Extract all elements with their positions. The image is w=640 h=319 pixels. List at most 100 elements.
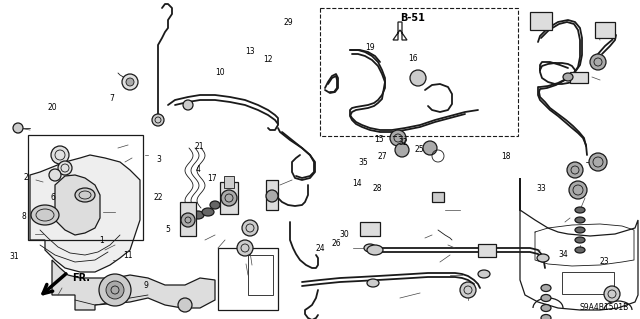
- Ellipse shape: [210, 201, 220, 209]
- Text: 26: 26: [331, 239, 341, 248]
- Ellipse shape: [575, 207, 585, 213]
- Text: 34: 34: [558, 250, 568, 259]
- Bar: [562, 272, 614, 294]
- Circle shape: [237, 240, 253, 256]
- Text: 3: 3: [156, 155, 161, 164]
- Polygon shape: [393, 22, 407, 40]
- Text: 4: 4: [196, 165, 201, 174]
- Circle shape: [13, 123, 23, 133]
- Circle shape: [99, 274, 131, 306]
- Text: 19: 19: [365, 43, 375, 52]
- Text: 32: 32: [398, 138, 408, 147]
- Text: 24: 24: [315, 244, 325, 253]
- Circle shape: [423, 141, 437, 155]
- Bar: [360, 222, 380, 236]
- Circle shape: [589, 153, 607, 171]
- Bar: [266, 180, 278, 210]
- Circle shape: [410, 70, 426, 86]
- Ellipse shape: [563, 73, 573, 81]
- Text: 31: 31: [9, 252, 19, 261]
- Text: 27: 27: [378, 152, 388, 161]
- Ellipse shape: [192, 211, 204, 219]
- Polygon shape: [55, 175, 100, 235]
- Bar: [28, 135, 143, 240]
- Text: 28: 28: [373, 184, 382, 193]
- Bar: [530, 12, 552, 30]
- Ellipse shape: [541, 285, 551, 292]
- Ellipse shape: [182, 206, 194, 214]
- Bar: [432, 192, 444, 202]
- Ellipse shape: [31, 205, 59, 225]
- Circle shape: [152, 114, 164, 126]
- Text: 8: 8: [22, 212, 27, 221]
- Circle shape: [122, 74, 138, 90]
- Ellipse shape: [367, 279, 379, 287]
- Circle shape: [567, 162, 583, 178]
- Ellipse shape: [478, 270, 490, 278]
- Circle shape: [183, 100, 193, 110]
- Text: 6: 6: [50, 193, 55, 202]
- Bar: [320, 8, 518, 136]
- Circle shape: [460, 282, 476, 298]
- Text: 1: 1: [99, 236, 104, 245]
- Ellipse shape: [541, 315, 551, 319]
- Ellipse shape: [541, 305, 551, 311]
- Bar: [595, 22, 615, 38]
- Text: 22: 22: [154, 193, 163, 202]
- Circle shape: [221, 190, 237, 206]
- Text: 23: 23: [600, 257, 610, 266]
- Ellipse shape: [479, 248, 491, 256]
- Text: 17: 17: [207, 174, 218, 183]
- Text: 21: 21: [195, 142, 204, 151]
- Text: 13: 13: [244, 47, 255, 56]
- Text: B-51: B-51: [400, 13, 425, 23]
- Circle shape: [395, 143, 409, 157]
- Circle shape: [242, 220, 258, 236]
- Ellipse shape: [575, 247, 585, 253]
- Circle shape: [126, 78, 134, 86]
- Bar: [570, 72, 588, 83]
- Text: 25: 25: [414, 145, 424, 154]
- Polygon shape: [30, 155, 140, 272]
- Text: 16: 16: [408, 54, 418, 63]
- Text: 2: 2: [23, 173, 28, 182]
- Bar: [224, 176, 234, 188]
- Text: 14: 14: [352, 179, 362, 188]
- Text: 18: 18: [501, 152, 510, 161]
- Text: 20: 20: [47, 103, 58, 112]
- Text: 15: 15: [374, 135, 384, 144]
- Circle shape: [390, 130, 406, 146]
- Ellipse shape: [541, 294, 551, 301]
- Bar: [248, 255, 273, 295]
- Text: 5: 5: [165, 225, 170, 234]
- Bar: [218, 248, 278, 310]
- Circle shape: [58, 161, 72, 175]
- Circle shape: [604, 286, 620, 302]
- Bar: [180, 202, 196, 236]
- Text: 7: 7: [109, 94, 115, 103]
- Ellipse shape: [575, 227, 585, 233]
- Text: S9A4B1501B: S9A4B1501B: [580, 303, 629, 313]
- Text: 30: 30: [339, 230, 349, 239]
- Text: 9: 9: [143, 281, 148, 290]
- Circle shape: [178, 298, 192, 312]
- Ellipse shape: [575, 217, 585, 223]
- Circle shape: [266, 190, 278, 202]
- Circle shape: [181, 213, 195, 227]
- Circle shape: [106, 281, 124, 299]
- Circle shape: [51, 146, 69, 164]
- Circle shape: [590, 54, 606, 70]
- Ellipse shape: [364, 244, 376, 252]
- Text: 10: 10: [215, 68, 225, 77]
- Text: FR.: FR.: [72, 273, 90, 283]
- Polygon shape: [52, 260, 215, 310]
- Ellipse shape: [575, 237, 585, 243]
- Text: 29: 29: [283, 19, 293, 27]
- Text: 33: 33: [536, 184, 546, 193]
- Text: 11: 11: [124, 251, 132, 260]
- Text: 12: 12: [263, 56, 272, 64]
- Bar: [220, 182, 238, 214]
- Ellipse shape: [75, 188, 95, 202]
- Ellipse shape: [202, 208, 214, 216]
- Bar: [478, 244, 496, 257]
